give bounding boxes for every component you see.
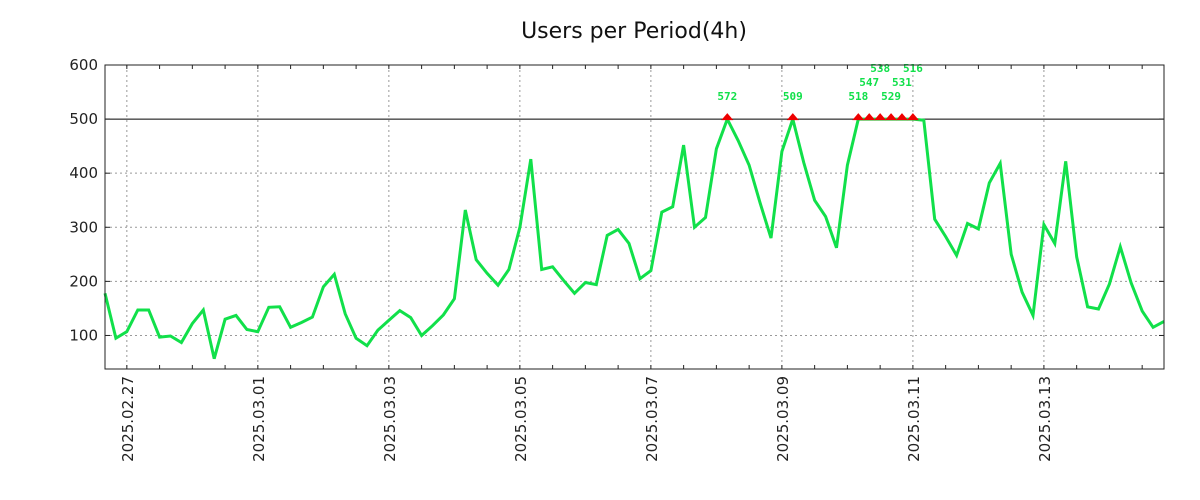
overflow-marker (863, 113, 876, 121)
y-tick-label: 300 (69, 218, 98, 236)
overflow-marker (874, 113, 887, 121)
x-tick-label: 2025.03.11 (905, 376, 923, 462)
x-tick-label: 2025.03.01 (250, 376, 268, 462)
y-tick-label: 200 (69, 272, 98, 290)
overflow-marker (721, 113, 734, 121)
overflow-marker (885, 113, 898, 121)
y-tick-label: 500 (69, 110, 98, 128)
y-tick-label: 400 (69, 164, 98, 182)
overflow-value-label: 547 (859, 76, 879, 89)
overflow-value-label: 516 (903, 62, 923, 75)
overflow-marker (906, 113, 919, 121)
x-tick-label: 2025.03.09 (774, 376, 792, 462)
overflow-marker (852, 113, 865, 121)
x-tick-label: 2025.03.05 (512, 376, 530, 462)
y-axis: 100 200 300 400 500 600 (69, 56, 1164, 344)
overflow-value-label: 518 (848, 90, 868, 103)
x-tick-label: 2025.02.27 (119, 376, 137, 462)
overflow-value-label: 538 (870, 62, 890, 75)
overflow-value-label: 509 (783, 90, 803, 103)
overflow-value-label: 529 (881, 90, 901, 103)
overflow-marker (786, 113, 799, 121)
x-tick-label: 2025.03.03 (381, 376, 399, 462)
overflow-value-label: 572 (717, 90, 737, 103)
plot-frame (104, 64, 1165, 370)
x-axis: 2025.02.27 2025.03.01 2025.03.03 2025.03.05… (119, 65, 1143, 462)
y-tick-label: 600 (69, 56, 98, 74)
grid (105, 65, 1164, 369)
x-tick-label: 2025.03.13 (1036, 376, 1054, 462)
y-tick-label: 100 (69, 326, 98, 344)
series-line-users (103, 113, 1165, 360)
overflow-value-label: 531 (892, 76, 912, 89)
chart-title: Users per Period(4h) (521, 19, 747, 44)
x-tick-label: 2025.03.07 (643, 376, 661, 462)
overflow-marker (895, 113, 908, 121)
